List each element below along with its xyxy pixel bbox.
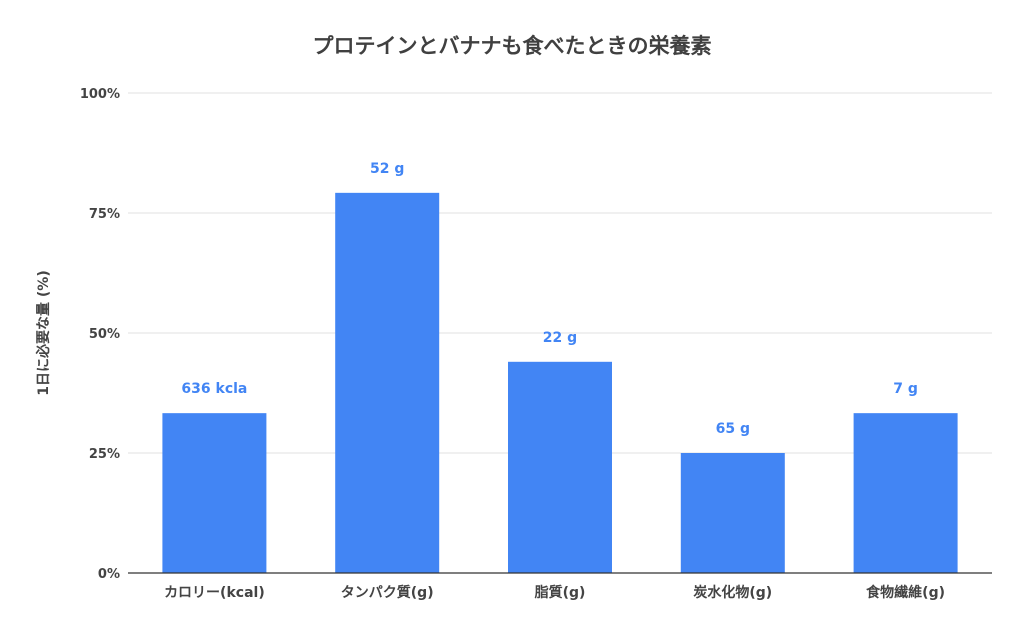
data-label: 22 g [543, 330, 577, 346]
data-label: 52 g [370, 161, 404, 177]
chart-title: プロテインとバナナも食べたときの栄養素 [312, 34, 712, 58]
gridlines [128, 92, 992, 454]
bar [680, 453, 785, 573]
data-labels: 636 kcla 52 g 22 g 65 g 7 g [181, 161, 917, 437]
x-tick-label: タンパク質(g) [341, 584, 434, 601]
data-label: 636 kcla [181, 381, 247, 397]
y-tick-label: 75% [89, 207, 120, 222]
y-axis-label: 1日に必要な量 (%) [35, 270, 52, 395]
x-tick-label: 食物繊維(g) [866, 584, 945, 601]
x-tick-label: カロリー(kcal) [164, 585, 265, 601]
data-label: 7 g [893, 381, 918, 397]
bar [508, 361, 612, 573]
y-tick-label: 50% [89, 327, 120, 342]
y-tick-label: 0% [98, 567, 120, 582]
y-tick-label: 100% [80, 87, 120, 102]
bar [335, 192, 440, 573]
x-tick-label: 脂質(g) [534, 584, 586, 601]
y-axis-ticks: 0% 25% 50% 75% 100% [80, 87, 120, 582]
bar [853, 413, 958, 573]
x-tick-label: 炭水化物(g) [693, 584, 772, 601]
bar [162, 413, 267, 573]
y-tick-label: 25% [89, 447, 120, 462]
bar-series [162, 192, 958, 573]
data-label: 65 g [716, 421, 750, 437]
x-axis-ticks: カロリー(kcal) タンパク質(g) 脂質(g) 炭水化物(g) 食物繊維(g) [164, 584, 945, 601]
